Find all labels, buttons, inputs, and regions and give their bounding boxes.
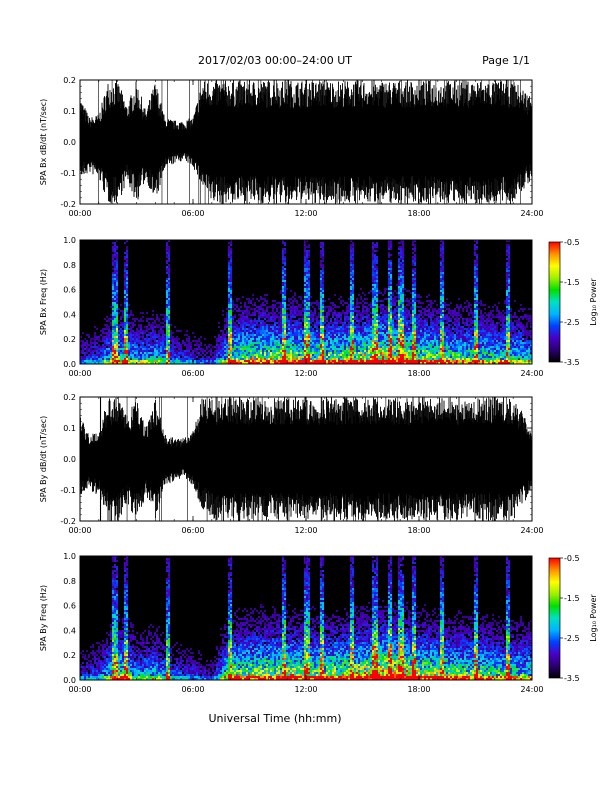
x-axis: 00:00 06:00 12:00 18:00 24:00 bbox=[68, 240, 544, 378]
panel-1: 00:00 06:00 12:00 18:00 24:00-0.2-0.10.00.10… bbox=[39, 76, 544, 218]
x-tick-label: 24:00 bbox=[520, 526, 543, 535]
plot-area bbox=[80, 240, 532, 364]
colorbar-tick-label: -0.5 bbox=[564, 238, 580, 247]
y-tick-label: 0.8 bbox=[63, 261, 76, 270]
spectrogram-cells bbox=[80, 556, 532, 680]
x-tick-label: 18:00 bbox=[407, 526, 430, 535]
x-tick-label: 06:00 bbox=[181, 685, 204, 694]
y-tick-label: 0.8 bbox=[63, 577, 76, 586]
y-tick-label: 0.2 bbox=[63, 76, 76, 85]
x-tick-label: 18:00 bbox=[407, 209, 430, 218]
x-tick-label: 24:00 bbox=[520, 209, 543, 218]
y-tick-label: 0.4 bbox=[63, 626, 76, 635]
y-tick-label: 0.6 bbox=[63, 286, 76, 295]
x-tick-label: 06:00 bbox=[181, 526, 204, 535]
colorbar-tick-label: -3.5 bbox=[564, 674, 580, 683]
y-tick-label: 0.2 bbox=[63, 393, 76, 402]
y-axis-label: SPA Bx Freq (Hz) bbox=[39, 269, 48, 335]
spectrogram-cells bbox=[80, 240, 532, 364]
colorbar-ramp bbox=[548, 557, 561, 679]
x-tick-label: 06:00 bbox=[181, 369, 204, 378]
x-tick-label: 00:00 bbox=[68, 369, 91, 378]
y-tick-label: 0.0 bbox=[63, 138, 76, 147]
dbdt-trace bbox=[80, 80, 532, 204]
y-tick-label: 1.0 bbox=[63, 552, 76, 561]
x-tick-label: 06:00 bbox=[181, 209, 204, 218]
y-tick-label: 0.2 bbox=[63, 651, 76, 660]
x-tick-label: 18:00 bbox=[407, 369, 430, 378]
y-tick-label: 0.1 bbox=[63, 107, 76, 116]
x-axis: 00:00 06:00 12:00 18:00 24:00 bbox=[68, 80, 544, 218]
x-axis-title: Universal Time (hh:mm) bbox=[209, 712, 342, 725]
page-label: Page 1/1 bbox=[482, 54, 530, 67]
colorbar-label: Log₁₀ Power bbox=[589, 278, 598, 326]
plot-area bbox=[80, 397, 532, 521]
panel-4: -0.5 -1.5 -2.5 -3.5 Log₁₀ Power 00:00 06:00 12:… bbox=[39, 552, 598, 694]
x-tick-label: 12:00 bbox=[294, 369, 317, 378]
y-tick-label: 0.2 bbox=[63, 335, 76, 344]
colorbar-tick-label: -0.5 bbox=[564, 554, 580, 563]
y-tick-label: 0.4 bbox=[63, 310, 76, 319]
dbdt-trace bbox=[80, 397, 532, 521]
colorbar: -0.5 -1.5 -2.5 -3.5 Log₁₀ Power bbox=[548, 238, 598, 367]
y-tick-label: 0.0 bbox=[63, 360, 76, 369]
y-tick-label: 1.0 bbox=[63, 236, 76, 245]
figure-title: 2017/02/03 00:00–24:00 UT bbox=[198, 54, 352, 67]
x-tick-label: 12:00 bbox=[294, 526, 317, 535]
y-tick-label: -0.2 bbox=[60, 517, 76, 526]
y-axis: -0.2 -0.1 0.0 0.1 0.2 bbox=[60, 393, 532, 526]
colorbar: -0.5 -1.5 -2.5 -3.5 Log₁₀ Power bbox=[548, 554, 598, 683]
y-tick-label: 0.6 bbox=[63, 602, 76, 611]
plot-area bbox=[80, 80, 532, 204]
y-tick-label: -0.1 bbox=[60, 486, 76, 495]
y-axis: 0.0 0.2 0.4 0.6 0.8 1.0 bbox=[63, 236, 532, 369]
x-tick-label: 00:00 bbox=[68, 685, 91, 694]
colorbar-label: Log₁₀ Power bbox=[589, 594, 598, 642]
y-axis: 0.0 0.2 0.4 0.6 0.8 1.0 bbox=[63, 552, 532, 685]
x-tick-label: 12:00 bbox=[294, 685, 317, 694]
colorbar-tick-label: -3.5 bbox=[564, 358, 580, 367]
y-axis: -0.2 -0.1 0.0 0.1 0.2 bbox=[60, 76, 532, 209]
y-tick-label: 0.0 bbox=[63, 676, 76, 685]
x-tick-label: 24:00 bbox=[520, 369, 543, 378]
colorbar-tick-label: -2.5 bbox=[564, 318, 580, 327]
trace-spikes bbox=[99, 397, 507, 521]
x-tick-label: 24:00 bbox=[520, 685, 543, 694]
colorbar-ramp bbox=[548, 241, 561, 363]
colorbar-tick-label: -2.5 bbox=[564, 634, 580, 643]
x-tick-label: 00:00 bbox=[68, 526, 91, 535]
y-axis-label: SPA By dB/dt (nT/sec) bbox=[39, 416, 48, 503]
y-tick-label: 0.0 bbox=[63, 455, 76, 464]
y-tick-label: -0.1 bbox=[60, 169, 76, 178]
y-axis-label: SPA By Freq (Hz) bbox=[39, 585, 48, 651]
y-axis-label: SPA Bx dB/dt (nT/sec) bbox=[39, 99, 48, 186]
x-tick-label: 18:00 bbox=[407, 685, 430, 694]
colorbar-tick-label: -1.5 bbox=[564, 594, 580, 603]
plot-area bbox=[80, 556, 532, 680]
colorbar-tick-label: -1.5 bbox=[564, 278, 580, 287]
x-axis: 00:00 06:00 12:00 18:00 24:00 bbox=[68, 397, 544, 535]
panel-2: -0.5 -1.5 -2.5 -3.5 Log₁₀ Power 00:00 06:00 12:… bbox=[39, 236, 598, 378]
x-axis: 00:00 06:00 12:00 18:00 24:00 bbox=[68, 556, 544, 694]
trace-spikes bbox=[98, 80, 521, 204]
panel-3: 00:00 06:00 12:00 18:00 24:00-0.2-0.10.00.10… bbox=[39, 393, 544, 535]
y-tick-label: 0.1 bbox=[63, 424, 76, 433]
y-tick-label: -0.2 bbox=[60, 200, 76, 209]
x-tick-label: 12:00 bbox=[294, 209, 317, 218]
panels: 00:00 06:00 12:00 18:00 24:00-0.2-0.10.00.10… bbox=[39, 76, 598, 694]
x-tick-label: 00:00 bbox=[68, 209, 91, 218]
